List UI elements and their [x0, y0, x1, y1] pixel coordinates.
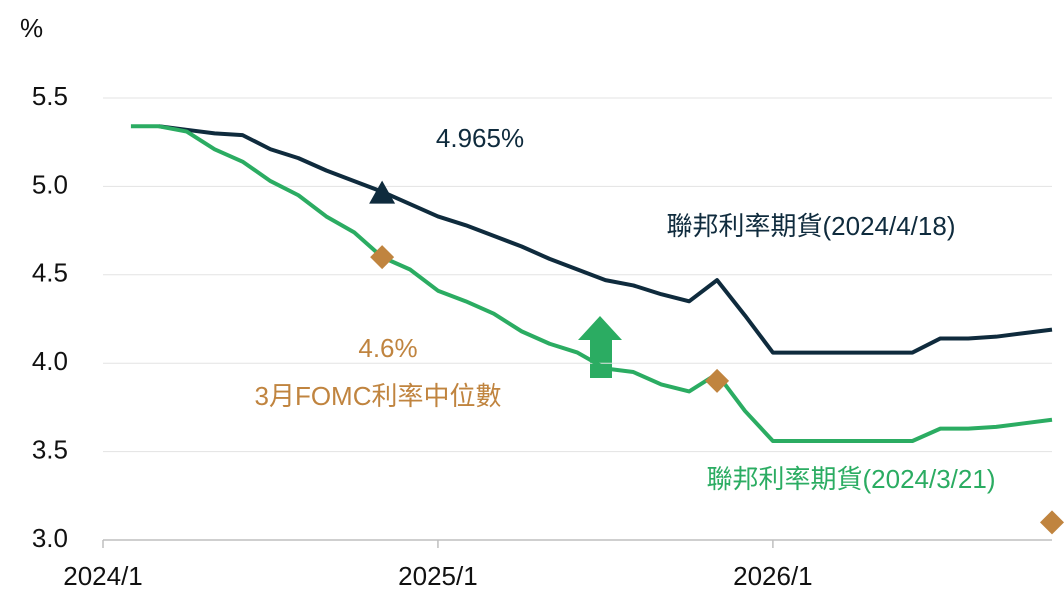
- y-axis-label: %: [20, 13, 43, 43]
- fomc-diamond: [1040, 510, 1064, 535]
- y-tick-label: 4.5: [32, 258, 68, 288]
- series-line: [130, 124, 1053, 443]
- series-line: [158, 124, 1053, 355]
- fomc-value-label: 4.6%: [358, 333, 417, 363]
- x-tick-label: 2026/1: [733, 561, 813, 589]
- y-tick-label: 5.0: [32, 169, 68, 199]
- marker-label: 4.965%: [436, 123, 524, 153]
- fomc-label: 3月FOMC利率中位數: [254, 381, 501, 411]
- series-label: 聯邦利率期貨(2024/4/18): [667, 211, 956, 241]
- up-arrow: [578, 316, 622, 378]
- triangle-marker: [369, 180, 396, 204]
- fomc-diamond: [705, 368, 730, 393]
- y-tick-label: 4.0: [32, 346, 68, 376]
- x-tick-label: 2025/1: [398, 561, 478, 589]
- series-label: 聯邦利率期貨(2024/3/21): [707, 464, 996, 494]
- fomc-diamond: [370, 245, 395, 270]
- x-tick-label: 2024/1: [63, 561, 143, 589]
- y-tick-label: 3.0: [32, 523, 68, 553]
- y-tick-label: 5.5: [32, 81, 68, 111]
- y-tick-label: 3.5: [32, 434, 68, 464]
